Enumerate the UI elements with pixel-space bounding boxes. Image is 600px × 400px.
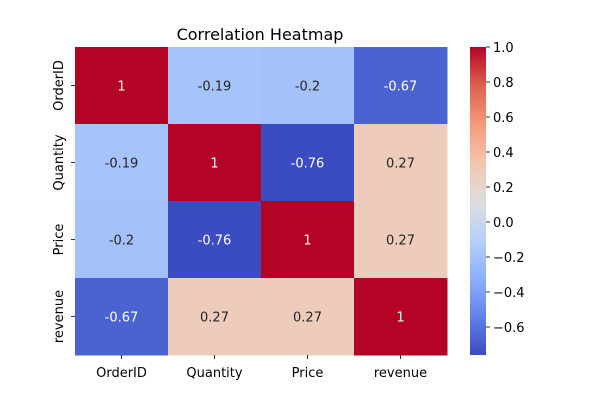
cell-annotation: 0.27 — [386, 157, 415, 172]
cell-annotation: -0.76 — [291, 157, 325, 172]
cell-annotation: 1 — [396, 311, 404, 326]
heatmap-cell — [354, 201, 448, 279]
colorbar-tick-label: 0.4 — [493, 146, 514, 161]
colorbar-tick-label: −0.4 — [493, 286, 525, 301]
colorbar-tick-label: −0.6 — [493, 321, 525, 336]
chart-title: Correlation Heatmap — [177, 25, 344, 44]
x-tick-label: Price — [292, 366, 324, 381]
colorbar-tick-label: 0.8 — [493, 76, 514, 91]
x-tick-label: OrderID — [96, 366, 147, 381]
heatmap-cell — [168, 47, 262, 125]
cell-annotation: 1 — [210, 157, 218, 172]
colorbar-tick-label: −0.2 — [493, 251, 525, 266]
colorbar: 1.0 0.8 0.6 0.4 0.2 0.0 −0.2 −0.4 −0.6 — [470, 41, 525, 355]
cell-annotation: -0.2 — [295, 80, 320, 95]
colorbar-tick-label: 0.0 — [493, 216, 514, 231]
x-tick-label: Quantity — [186, 366, 242, 381]
y-axis: OrderID Quantity Price revenue — [52, 60, 75, 343]
heatmap-cell — [354, 124, 448, 202]
y-tick-label: Price — [52, 224, 67, 256]
colorbar-tick-label: 0.6 — [493, 111, 514, 126]
cell-annotation: 1 — [303, 234, 311, 249]
colorbar-tick-label: 0.2 — [493, 181, 514, 196]
colorbar-gradient — [470, 47, 486, 355]
cell-annotation: -0.76 — [198, 234, 232, 249]
y-tick-label: Quantity — [52, 134, 67, 190]
cell-annotation: 0.27 — [386, 234, 415, 249]
cell-annotation: -0.19 — [198, 80, 232, 95]
heatmap-cell — [261, 278, 355, 356]
y-tick-label: revenue — [52, 290, 67, 343]
cell-annotation: 0.27 — [200, 311, 229, 326]
heatmap-cell — [168, 278, 262, 356]
cell-annotation: 1 — [117, 80, 125, 95]
heatmap-cell — [75, 124, 169, 202]
cell-annotation: -0.67 — [384, 80, 418, 95]
heatmap-cell — [261, 47, 355, 125]
cell-annotation: 0.27 — [293, 311, 322, 326]
heatmap-cell — [354, 47, 448, 125]
heatmap-cell — [261, 124, 355, 202]
y-tick-label: OrderID — [52, 60, 67, 111]
cell-annotation: -0.2 — [109, 234, 134, 249]
heatmap-cell — [75, 201, 169, 279]
cell-annotation: -0.19 — [105, 157, 139, 172]
heatmap-cell — [354, 278, 448, 356]
heatmap-cell — [75, 278, 169, 356]
heatmap-cell — [75, 47, 169, 125]
cell-annotation: -0.67 — [105, 311, 139, 326]
x-tick-label: revenue — [374, 366, 427, 381]
x-axis: OrderID Quantity Price revenue — [96, 355, 427, 381]
heatmap-cell — [261, 201, 355, 279]
colorbar-tick-label: 1.0 — [493, 41, 514, 56]
heatmap-cell — [168, 124, 262, 202]
heatmap-cell — [168, 201, 262, 279]
heatmap-cells: 1 -0.19 -0.2 -0.67 -0.19 1 -0.76 0.27 -0.2 -0.76 1… — [75, 47, 448, 356]
